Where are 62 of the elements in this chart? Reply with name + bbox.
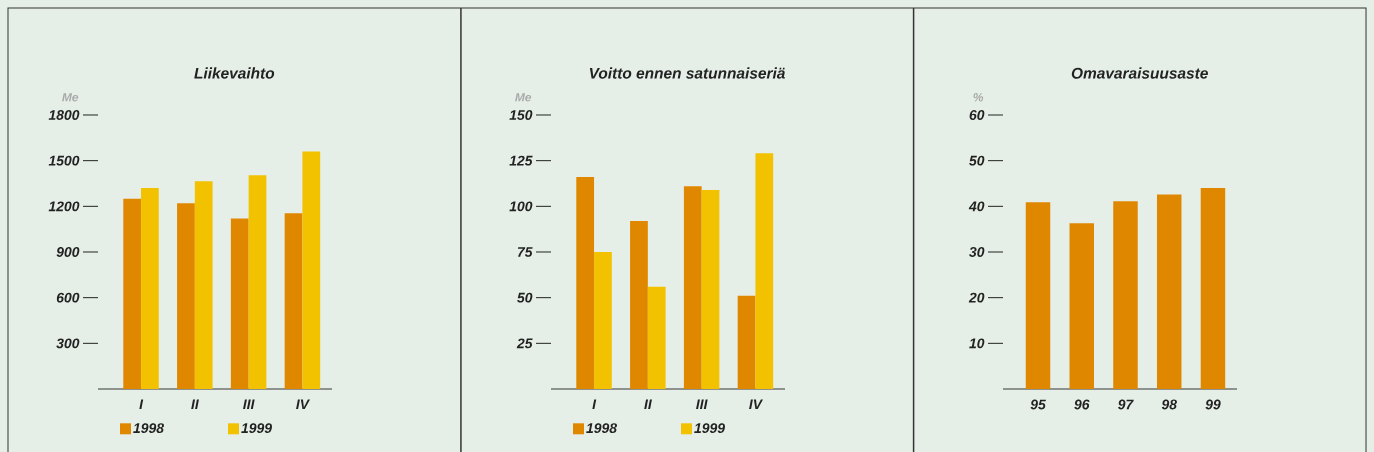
x-tick-label: II	[191, 399, 199, 410]
x-tick-label: IV	[296, 399, 310, 410]
x-tick-label: 95	[1030, 399, 1046, 410]
x-tick-label: III	[243, 399, 255, 410]
bar	[755, 153, 774, 389]
x-tick-label: I	[592, 399, 597, 410]
x-tick-label: I	[139, 399, 144, 410]
bar	[576, 177, 595, 389]
bar	[141, 188, 159, 389]
bar	[194, 181, 213, 389]
chart-title: Voitto ennen satunnaiseriä	[589, 67, 785, 79]
y-tick-label: 600	[56, 292, 80, 303]
y-tick-label: 20	[968, 292, 985, 303]
x-tick-label: 99	[1205, 399, 1221, 410]
y-tick-label: 1200	[48, 201, 80, 212]
y-axis-title: Me	[62, 93, 79, 102]
y-tick-label: 25	[516, 338, 533, 349]
chart-title: Liikevaihto	[194, 67, 275, 79]
y-tick-label: 60	[969, 110, 985, 120]
y-tick-label: 900	[56, 247, 80, 257]
bar	[302, 151, 321, 389]
bar	[1025, 202, 1051, 389]
bar	[1113, 201, 1138, 389]
y-tick-label: 300	[56, 338, 80, 349]
y-tick-label: 50	[969, 155, 985, 166]
bar	[683, 186, 702, 389]
y-tick-label: 150	[509, 110, 533, 120]
bar	[1069, 223, 1094, 389]
x-tick-label: 96	[1074, 399, 1090, 410]
bar	[594, 252, 612, 389]
bar	[1156, 194, 1182, 389]
y-tick-label: 1800	[48, 110, 80, 120]
chart-title: Omavaraisuusaste	[1071, 67, 1208, 79]
bar	[1200, 188, 1226, 389]
y-axis-title: Me	[515, 93, 532, 102]
y-tick-label: 100	[509, 201, 533, 212]
x-tick-label: 98	[1161, 399, 1177, 410]
y-tick-label: 50	[517, 292, 533, 303]
x-tick-label: III	[696, 399, 708, 410]
y-tick-label: 125	[509, 155, 533, 166]
y-axis-title: %	[973, 93, 984, 102]
bar	[737, 295, 756, 389]
legend-label: 1999	[694, 423, 725, 434]
y-tick-label: 30	[969, 247, 985, 257]
x-tick-label: 97	[1118, 399, 1134, 410]
y-tick-label: 1500	[48, 155, 80, 166]
bar	[248, 175, 267, 389]
legend-label: 1998	[133, 423, 164, 434]
legend-label: 1999	[241, 423, 272, 434]
y-tick-label: 10	[969, 338, 985, 349]
bar	[230, 218, 249, 389]
x-tick-label: IV	[749, 399, 763, 410]
y-tick-label: 75	[517, 247, 533, 257]
bar	[123, 198, 142, 389]
legend-label: 1998	[586, 423, 617, 434]
x-tick-label: II	[644, 399, 652, 410]
bar	[647, 286, 666, 389]
bar	[701, 189, 720, 389]
bar	[630, 220, 648, 389]
y-tick-label: 40	[968, 201, 985, 212]
bar	[177, 203, 195, 389]
bar	[284, 213, 303, 389]
